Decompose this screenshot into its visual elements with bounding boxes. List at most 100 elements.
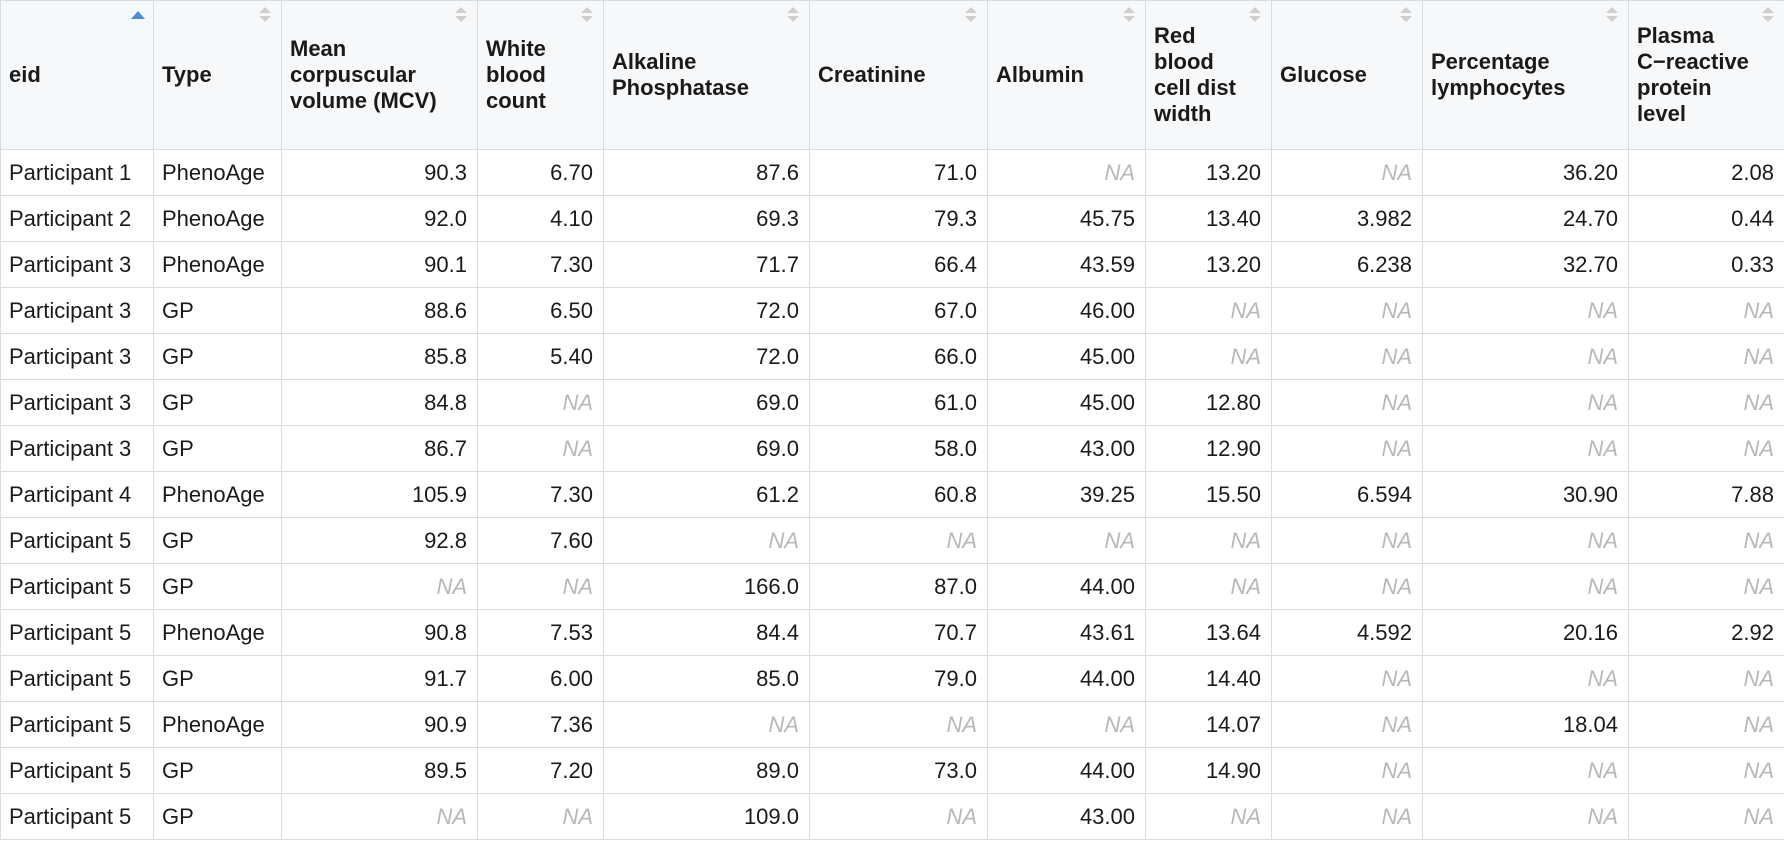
- sort-icon[interactable]: [581, 7, 593, 27]
- cell-albumin: 43.00: [987, 793, 1146, 840]
- table-row[interactable]: Participant 3 GP 84.8 NA 69.0 61.0 45.00 12.80 N…: [0, 379, 1784, 426]
- cell-type: PhenoAge: [153, 149, 282, 196]
- table-row[interactable]: Participant 5 GP NA NA 166.0 87.0 44.00 NA NA NA N…: [0, 563, 1784, 610]
- cell-creatinine: 66.0: [809, 333, 988, 380]
- cell-rdw: 14.07: [1145, 701, 1272, 748]
- table-row[interactable]: Participant 3 PhenoAge 90.1 7.30 71.7 66.4 43.…: [0, 241, 1784, 288]
- cell-type: GP: [153, 425, 282, 472]
- sort-icon[interactable]: [259, 7, 271, 27]
- table-row[interactable]: Participant 3 GP 85.8 5.40 72.0 66.0 45.00 NA NA…: [0, 333, 1784, 380]
- cell-glucose: 3.982: [1271, 195, 1423, 242]
- cell-rdw: 15.50: [1145, 471, 1272, 518]
- cell-mcv: NA: [281, 563, 478, 610]
- cell-eid: Participant 5: [0, 747, 154, 794]
- column-header-eid[interactable]: eid: [0, 0, 154, 150]
- cell-crp: NA: [1628, 287, 1784, 334]
- cell-lymph: 30.90: [1422, 471, 1629, 518]
- table-row[interactable]: Participant 5 GP 91.7 6.00 85.0 79.0 44.00 14.4…: [0, 655, 1784, 702]
- cell-albumin: 43.61: [987, 609, 1146, 656]
- cell-alp: NA: [603, 701, 810, 748]
- cell-type: GP: [153, 747, 282, 794]
- cell-lymph: NA: [1422, 517, 1629, 564]
- cell-rdw: 13.20: [1145, 241, 1272, 288]
- table-row[interactable]: Participant 5 GP 89.5 7.20 89.0 73.0 44.00 14.9…: [0, 747, 1784, 794]
- table-body: Participant 1 PhenoAge 90.3 6.70 87.6 71.0 NA 1…: [0, 149, 1784, 840]
- cell-eid: Participant 3: [0, 241, 154, 288]
- table-row[interactable]: Participant 5 PhenoAge 90.8 7.53 84.4 70.7 43.…: [0, 609, 1784, 656]
- cell-mcv: 91.7: [281, 655, 478, 702]
- column-header-type[interactable]: Type: [153, 0, 282, 150]
- cell-albumin: NA: [987, 701, 1146, 748]
- cell-crp: NA: [1628, 379, 1784, 426]
- cell-albumin: 44.00: [987, 563, 1146, 610]
- column-header-alp[interactable]: Alkaline Phosphatase: [603, 0, 810, 150]
- cell-type: PhenoAge: [153, 241, 282, 288]
- table-row[interactable]: Participant 3 GP 88.6 6.50 72.0 67.0 46.00 NA NA…: [0, 287, 1784, 334]
- cell-lymph: NA: [1422, 287, 1629, 334]
- table-row[interactable]: Participant 5 GP NA NA 109.0 NA 43.00 NA NA NA NA: [0, 793, 1784, 840]
- cell-eid: Participant 3: [0, 333, 154, 380]
- cell-type: GP: [153, 793, 282, 840]
- cell-lymph: 24.70: [1422, 195, 1629, 242]
- sort-icon[interactable]: [1249, 7, 1261, 27]
- cell-rdw: NA: [1145, 287, 1272, 334]
- cell-crp: NA: [1628, 563, 1784, 610]
- sort-icon[interactable]: [1123, 7, 1135, 27]
- cell-alp: 72.0: [603, 333, 810, 380]
- column-header-wbc[interactable]: White blood count: [477, 0, 604, 150]
- sort-icon[interactable]: [455, 7, 467, 27]
- cell-wbc: 7.53: [477, 609, 604, 656]
- cell-creatinine: 79.0: [809, 655, 988, 702]
- cell-lymph: NA: [1422, 379, 1629, 426]
- sort-icon[interactable]: [1400, 7, 1412, 27]
- cell-albumin: 39.25: [987, 471, 1146, 518]
- column-header-glucose[interactable]: Glucose: [1271, 0, 1423, 150]
- table-row[interactable]: Participant 5 PhenoAge 90.9 7.36 NA NA NA 14.07…: [0, 701, 1784, 748]
- cell-rdw: NA: [1145, 563, 1272, 610]
- cell-mcv: 86.7: [281, 425, 478, 472]
- column-header-label: Percentage lymphocytes: [1431, 49, 1566, 100]
- cell-wbc: 7.60: [477, 517, 604, 564]
- column-header-crp[interactable]: Plasma C−reactive protein level: [1628, 0, 1784, 150]
- cell-albumin: 46.00: [987, 287, 1146, 334]
- cell-creatinine: 70.7: [809, 609, 988, 656]
- cell-glucose: NA: [1271, 287, 1423, 334]
- column-header-mcv[interactable]: Mean corpuscular volume (MCV): [281, 0, 478, 150]
- table-row[interactable]: Participant 4 PhenoAge 105.9 7.30 61.2 60.8 39…: [0, 471, 1784, 518]
- table-row[interactable]: Participant 3 GP 86.7 NA 69.0 58.0 43.00 12.90 N…: [0, 425, 1784, 472]
- cell-mcv: 92.0: [281, 195, 478, 242]
- cell-lymph: NA: [1422, 793, 1629, 840]
- cell-alp: 166.0: [603, 563, 810, 610]
- cell-type: PhenoAge: [153, 609, 282, 656]
- table-row[interactable]: Participant 5 GP 92.8 7.60 NA NA NA NA NA NA NA: [0, 517, 1784, 564]
- column-header-rdw[interactable]: Red blood cell dist width: [1145, 0, 1272, 150]
- table-row[interactable]: Participant 2 PhenoAge 92.0 4.10 69.3 79.3 45.…: [0, 195, 1784, 242]
- cell-eid: Participant 5: [0, 609, 154, 656]
- column-header-label: eid: [9, 62, 41, 87]
- sort-icon[interactable]: [787, 7, 799, 27]
- column-header-lymph[interactable]: Percentage lymphocytes: [1422, 0, 1629, 150]
- cell-creatinine: 73.0: [809, 747, 988, 794]
- header-row: eid Type Mean corpuscular volume (MCV) Whit…: [0, 0, 1784, 150]
- cell-glucose: NA: [1271, 425, 1423, 472]
- cell-alp: 84.4: [603, 609, 810, 656]
- cell-rdw: NA: [1145, 333, 1272, 380]
- table-row[interactable]: Participant 1 PhenoAge 90.3 6.70 87.6 71.0 NA 1…: [0, 149, 1784, 196]
- column-header-creatinine[interactable]: Creatinine: [809, 0, 988, 150]
- cell-albumin: 43.59: [987, 241, 1146, 288]
- sort-icon[interactable]: [1606, 7, 1618, 27]
- sort-ascending-icon[interactable]: [131, 7, 145, 27]
- cell-glucose: NA: [1271, 655, 1423, 702]
- cell-eid: Participant 5: [0, 517, 154, 564]
- sort-icon[interactable]: [1762, 7, 1774, 27]
- sort-icon[interactable]: [965, 7, 977, 27]
- cell-eid: Participant 2: [0, 195, 154, 242]
- column-header-albumin[interactable]: Albumin: [987, 0, 1146, 150]
- cell-crp: 0.33: [1628, 241, 1784, 288]
- column-header-label: Creatinine: [818, 62, 926, 87]
- cell-mcv: 90.8: [281, 609, 478, 656]
- cell-rdw: 13.40: [1145, 195, 1272, 242]
- cell-lymph: 36.20: [1422, 149, 1629, 196]
- cell-rdw: 13.64: [1145, 609, 1272, 656]
